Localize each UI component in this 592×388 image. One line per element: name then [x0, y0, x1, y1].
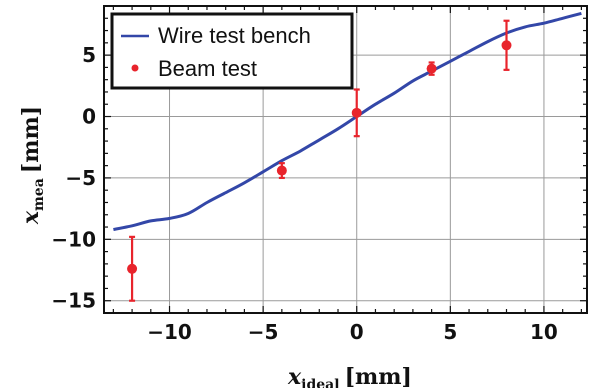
y-tick-label: −10	[51, 227, 96, 251]
legend-label-wire-test-bench: Wire test bench	[158, 23, 311, 48]
plot-border	[103, 5, 588, 314]
legend-box	[110, 12, 354, 90]
data-point-beam-test	[351, 107, 362, 118]
y-tick-label: −5	[65, 166, 96, 190]
y-tick-label: −15	[51, 289, 96, 313]
x-tick-label: 5	[443, 320, 457, 344]
x-tick-label: 10	[530, 320, 558, 344]
y-axis-label: xmea[mm]	[18, 106, 47, 225]
y-tick-label: 5	[82, 43, 96, 67]
x-tick-label: −5	[248, 320, 279, 344]
data-point-beam-test	[426, 63, 437, 74]
plot-frame	[103, 5, 588, 314]
y-tick-label: 0	[82, 105, 96, 129]
x-tick-label: −10	[147, 320, 192, 344]
data-point-beam-test	[501, 40, 512, 51]
x-tick-label: 0	[350, 320, 364, 344]
x-axis-label: xideal [mm]	[287, 364, 412, 388]
series-layer	[113, 11, 582, 302]
series-line-wire-test-bench	[113, 11, 582, 231]
tick-labels: −10 −5 0 5 10 −15 −10 −5 0 5	[51, 43, 557, 344]
legend: Wire test bench Beam test	[110, 12, 354, 90]
legend-point-swatch	[131, 64, 139, 72]
legend-label-beam-test: Beam test	[158, 56, 257, 81]
data-point-beam-test	[276, 165, 287, 176]
data-point-beam-test	[127, 263, 138, 274]
